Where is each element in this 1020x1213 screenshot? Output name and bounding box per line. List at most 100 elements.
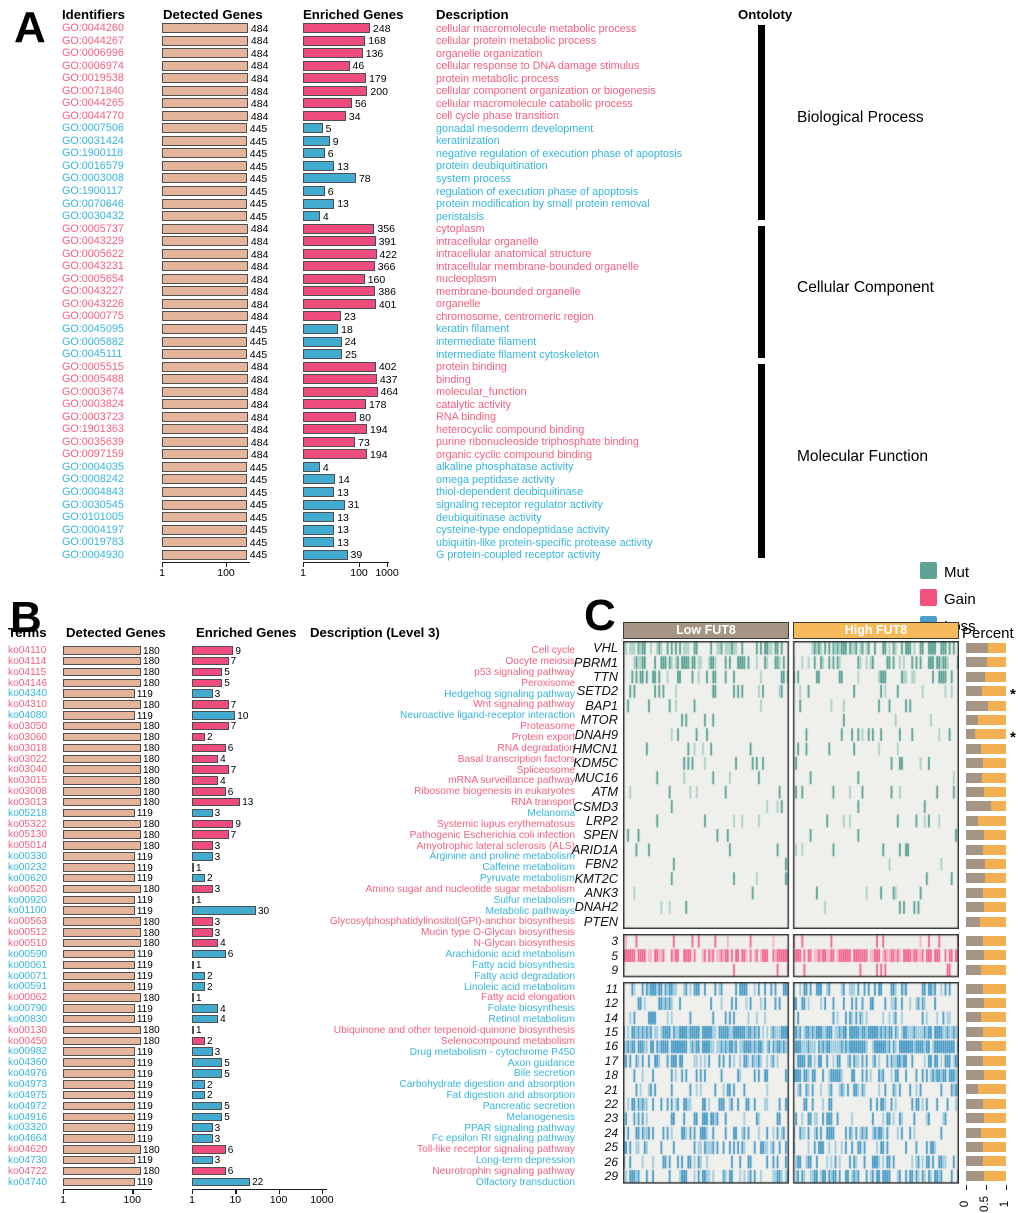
enriched-genes-bar bbox=[303, 35, 366, 46]
go-identifier: GO:0006974 bbox=[62, 59, 124, 72]
ko-term: ko05014 bbox=[8, 840, 48, 852]
enriched-genes-value: 464 bbox=[380, 386, 399, 399]
enriched-genes-bar bbox=[303, 85, 368, 96]
go-identifier: GO:0070646 bbox=[62, 197, 124, 210]
enriched-genes-bar bbox=[303, 298, 376, 309]
detected-genes-value: 484 bbox=[250, 273, 269, 286]
detected-genes-bar bbox=[63, 689, 135, 698]
enriched-genes-bar bbox=[303, 323, 339, 334]
go-identifier: GO:0030432 bbox=[62, 210, 124, 223]
percent-low-segment bbox=[966, 983, 983, 994]
pathway-description: Protein export bbox=[511, 732, 575, 743]
enriched-genes-value: 7 bbox=[230, 721, 237, 733]
enriched-genes-bar bbox=[192, 949, 226, 959]
mut-legend-swatch bbox=[920, 562, 937, 579]
enriched-genes-bar bbox=[192, 700, 229, 709]
go-identifier: GO:0045111 bbox=[62, 348, 123, 361]
mutation-heatmap bbox=[623, 641, 959, 929]
detected-genes-bar bbox=[162, 411, 248, 422]
enriched-genes-value: 18 bbox=[341, 323, 353, 336]
detected-genes-bar bbox=[63, 1036, 142, 1046]
enriched-genes-bar bbox=[303, 73, 367, 84]
detected-genes-value: 119 bbox=[136, 862, 153, 874]
percent-high-segment bbox=[984, 1170, 1006, 1181]
percent-bar bbox=[966, 916, 1006, 927]
pathway-description: Pancreatic secretion bbox=[482, 1100, 575, 1112]
detected-genes-bar bbox=[63, 787, 142, 796]
enriched-genes-bar bbox=[192, 1080, 206, 1089]
gene-label: KDM5C bbox=[573, 755, 618, 771]
go-identifier: GO:0005488 bbox=[62, 373, 124, 386]
panel-b-label: B bbox=[10, 593, 42, 642]
enriched-genes-bar bbox=[192, 656, 229, 666]
enriched-genes-value: 13 bbox=[242, 797, 254, 809]
percent-high-segment bbox=[985, 873, 1006, 884]
enriched-genes-value: 402 bbox=[378, 361, 397, 374]
ko-term: ko04740 bbox=[8, 1176, 48, 1188]
enriched-genes-value: 2 bbox=[207, 1090, 213, 1102]
cnv-row-label: 24 bbox=[604, 1125, 618, 1140]
ontology-section-label: Biological Process bbox=[797, 109, 924, 127]
go-description: intracellular organelle bbox=[436, 235, 539, 248]
go-description: regulation of execution phase of apoptos… bbox=[436, 185, 639, 198]
significance-star: * bbox=[1010, 686, 1016, 704]
percent-high-segment bbox=[983, 1026, 1006, 1037]
detected-genes-value: 484 bbox=[250, 110, 269, 123]
pathway-description: Neurotrophin signaling pathway bbox=[432, 1166, 575, 1177]
enriched-genes-bar bbox=[303, 123, 323, 134]
enriched-genes-bar bbox=[192, 1058, 223, 1067]
enriched-genes-bar bbox=[303, 486, 335, 497]
gene-label: TTN bbox=[593, 669, 618, 684]
enriched-genes-bar bbox=[303, 361, 376, 372]
percent-high-segment bbox=[984, 997, 1006, 1008]
enriched-genes-value: 4 bbox=[322, 210, 329, 223]
enriched-genes-value: 13 bbox=[337, 524, 349, 537]
percent-high-segment bbox=[983, 887, 1006, 898]
axis-tick bbox=[387, 563, 389, 567]
ontology-section-bar bbox=[758, 363, 765, 559]
go-description: nucleoplasm bbox=[436, 273, 497, 286]
detected-genes-value: 119 bbox=[136, 981, 153, 993]
pathway-description: Pathogenic Escherichia coli infection bbox=[409, 829, 575, 841]
detected-genes-bar bbox=[162, 123, 247, 134]
enriched-genes-bar bbox=[192, 787, 226, 796]
detected-genes-value: 445 bbox=[249, 185, 268, 198]
enriched-genes-value: 1 bbox=[196, 992, 202, 1004]
percent-bar bbox=[966, 1084, 1006, 1095]
detected-genes-bar bbox=[162, 211, 247, 222]
percent-bar bbox=[966, 686, 1006, 697]
percent-low-segment bbox=[966, 887, 983, 898]
detected-genes-value: 445 bbox=[249, 210, 268, 223]
detected-genes-bar bbox=[63, 960, 135, 970]
detected-genes-value: 445 bbox=[249, 474, 268, 487]
gene-label: MUC16 bbox=[574, 769, 618, 785]
go-description: protein binding bbox=[436, 361, 507, 374]
percent-bar bbox=[966, 1170, 1006, 1181]
ko-term: ko04620 bbox=[8, 1144, 48, 1156]
ko-term: ko01100 bbox=[8, 905, 47, 917]
go-description: deubiquitinase activity bbox=[436, 511, 542, 524]
enriched-genes-value: 24 bbox=[344, 336, 357, 349]
cnv-row-label: 21 bbox=[604, 1082, 618, 1097]
pathway-description: Amino sugar and nucleotide sugar metabol… bbox=[365, 883, 575, 895]
go-identifier: GO:0019538 bbox=[62, 72, 124, 85]
detected-genes-value: 119 bbox=[136, 1090, 153, 1102]
panel-c-label: C bbox=[584, 591, 616, 640]
percent-high-segment bbox=[984, 902, 1006, 913]
detected-genes-value: 180 bbox=[143, 721, 160, 733]
percent-high-segment bbox=[980, 916, 1006, 927]
gain-legend-label: Gain bbox=[944, 591, 976, 608]
enriched-genes-value: 2 bbox=[207, 873, 213, 885]
axis-tick bbox=[235, 1190, 237, 1194]
detected-genes-bar bbox=[162, 298, 248, 309]
go-description: peristalsis bbox=[436, 210, 485, 223]
percent-low-segment bbox=[966, 859, 985, 869]
detected-genes-bar bbox=[63, 1145, 142, 1154]
go-identifier: GO:0019783 bbox=[62, 536, 124, 549]
axis-tick-label: 1 bbox=[159, 567, 165, 579]
gene-label: PBRM1 bbox=[573, 654, 618, 670]
enriched-genes-value: 23 bbox=[344, 311, 356, 324]
pathway-description: Melanoma bbox=[527, 807, 575, 819]
go-description: omega peptidase activity bbox=[436, 473, 555, 486]
detected-genes-value: 180 bbox=[143, 1036, 160, 1048]
